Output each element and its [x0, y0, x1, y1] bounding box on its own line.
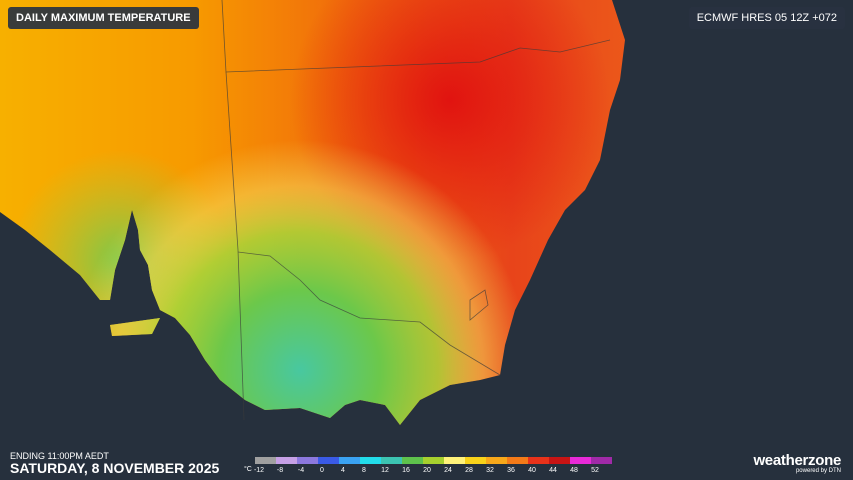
model-label: ECMWF HRES 05 12Z +072 — [688, 7, 845, 29]
map-title: DAILY MAXIMUM TEMPERATURE — [8, 7, 199, 29]
brand-name: weatherzone — [753, 452, 841, 469]
brand: weatherzone powered by DTN — [753, 452, 841, 474]
state-borders — [221, 0, 611, 421]
forecast-date: SATURDAY, 8 NOVEMBER 2025 — [10, 460, 220, 476]
brand-tagline: powered by DTN — [795, 468, 841, 474]
ending-time: ENDING 11:00PM AEDT — [10, 451, 109, 461]
